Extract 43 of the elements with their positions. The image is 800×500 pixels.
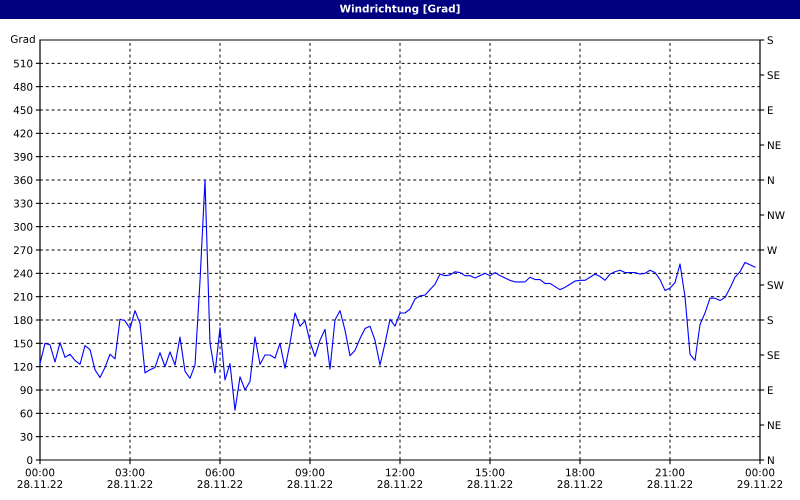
category-label: S [768,36,773,44]
y-tick-label: 300 [14,222,32,231]
x-tick-label: 00:00 29.11.22 [738,468,782,488]
category-label: E [768,386,773,394]
category-label: W [767,246,777,254]
y-tick-label: 30 [20,432,32,441]
category-label: SE [768,351,780,360]
category-label: NE [768,141,781,149]
y-tick-label: 240 [14,270,32,278]
y-tick-label: 150 [14,340,32,348]
y-tick-label: 450 [14,106,32,114]
category-label: SE [768,71,780,80]
y-tick-label: 330 [14,200,32,208]
y-tick-label: 120 [14,362,32,371]
y-tick-label: 420 [14,130,32,138]
y-tick-label: 60 [20,410,32,418]
y-tick-label: 360 [14,176,32,184]
y-tick-label: 390 [14,152,32,161]
category-label: NW [768,211,785,219]
line-series [40,179,756,411]
x-tick-label: 06:00 28.11.22 [198,468,242,488]
x-tick-label: 12:00 28.11.22 [378,468,422,488]
y-axis-title: Grad [10,34,35,44]
category-label: SW [768,281,784,290]
y-tick-label: 90 [20,386,32,394]
category-label: E [768,106,773,114]
x-tick-label: 21:00 28.11.22 [648,468,692,488]
x-tick-label: 09:00 28.11.22 [288,468,332,488]
y-tick-label: 0 [27,456,32,464]
x-tick-label: 15:00 28.11.22 [468,468,512,488]
y-tick-label: 180 [14,316,32,324]
y-tick-label: 480 [14,82,32,91]
category-label: N [768,456,774,464]
y-tick-label: 210 [14,292,32,301]
chart-title: Windrichtung [Grad] [340,4,460,15]
category-label: N [768,176,774,184]
x-tick-label: 03:00 28.11.22 [108,468,152,488]
x-tick-label: 18:00 28.11.22 [558,468,602,488]
category-label: NE [768,421,781,429]
x-tick-label: 00:00 28.11.22 [18,468,62,488]
y-tick-label: 270 [14,246,32,254]
y-tick-label: 510 [14,60,32,68]
category-label: S [768,316,773,324]
